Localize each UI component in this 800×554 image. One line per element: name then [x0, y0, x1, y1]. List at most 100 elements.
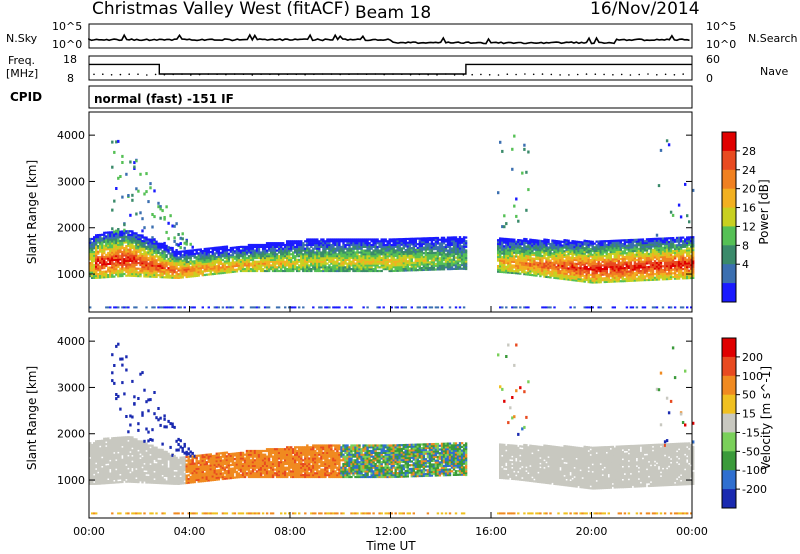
- echo-cell: [519, 254, 522, 257]
- echo-cell: [501, 246, 504, 249]
- echo-cell: [647, 247, 651, 250]
- echo-cell: [400, 249, 403, 252]
- echo-cell: [275, 242, 279, 245]
- echo-cell: [412, 243, 415, 246]
- echo-cell: [376, 251, 379, 254]
- echo-cell: [332, 269, 335, 273]
- echo-cell: [635, 270, 639, 273]
- echo-cell: [569, 278, 572, 281]
- echo-cell: [603, 258, 606, 261]
- echo-cell: [131, 245, 134, 248]
- echo-cell: [267, 245, 271, 248]
- echo-cell: [117, 228, 120, 231]
- echo-cell: [579, 252, 582, 255]
- echo-cell: [129, 245, 132, 248]
- echo-cell: [551, 252, 554, 255]
- echo-cell: [163, 252, 166, 255]
- echo-cell: [115, 232, 118, 235]
- echo-cell: [175, 273, 178, 276]
- echo-cell: [511, 147, 514, 151]
- echo-cell: [183, 255, 186, 258]
- echo-cell: [619, 263, 622, 266]
- echo-cell: [277, 262, 281, 265]
- echo-cell: [595, 240, 598, 243]
- echo-cell: [440, 236, 444, 239]
- echo-cell: [167, 248, 170, 251]
- echo-cell: [368, 249, 371, 252]
- echo-cell: [344, 268, 347, 271]
- echo-cell: [209, 271, 212, 274]
- echo-cell: [93, 247, 96, 250]
- echo-cell: [434, 240, 438, 243]
- echo-cell: [159, 216, 162, 220]
- echo-cell: [565, 269, 568, 272]
- echo-cell: [173, 252, 176, 255]
- echo-cell: [165, 248, 168, 251]
- echo-cell: [593, 273, 596, 277]
- echo-cell: [583, 276, 586, 279]
- echo-cell: [609, 260, 612, 263]
- echo-cell: [609, 258, 612, 261]
- echo-cell: [386, 256, 389, 260]
- echo-cell: [412, 256, 415, 259]
- echo-cell: [105, 261, 108, 264]
- echo-cell: [340, 247, 343, 250]
- echo-cell: [607, 262, 610, 265]
- echo-cell: [382, 255, 385, 258]
- echo-cell: [189, 271, 192, 274]
- echo-cell: [543, 240, 546, 243]
- echo-cell: [191, 264, 194, 267]
- echo-cell: [193, 262, 196, 265]
- echo-cell: [565, 256, 568, 259]
- echo-cell: [617, 278, 620, 281]
- echo-cell: [115, 234, 118, 237]
- echo-cell: [294, 245, 297, 248]
- echo-cell: [167, 272, 170, 275]
- echo-cell: [615, 280, 618, 283]
- echo-cell: [551, 243, 554, 246]
- echo-cell: [277, 306, 281, 309]
- nave-dot: [673, 74, 676, 76]
- echo-cell: [617, 280, 620, 283]
- echo-cell: [422, 255, 426, 258]
- echo-cell: [308, 251, 311, 254]
- echo-cell: [563, 246, 566, 249]
- echo-cell: [129, 213, 132, 217]
- echo-cell: [153, 255, 156, 258]
- echo-cell: [141, 234, 144, 237]
- echo-cell: [422, 306, 426, 309]
- echo-cell: [553, 256, 556, 259]
- echo-cell: [619, 241, 622, 244]
- nave-dot: [128, 73, 130, 75]
- echo-cell: [464, 262, 468, 265]
- echo-cell: [316, 238, 319, 241]
- echo-cell: [603, 240, 606, 243]
- echo-cell: [147, 264, 150, 267]
- echo-cell: [456, 247, 460, 250]
- echo-cell: [241, 264, 245, 267]
- echo-cell: [219, 266, 223, 269]
- echo-cell: [280, 251, 283, 254]
- echo-cell: [253, 256, 257, 260]
- echo-cell: [93, 258, 96, 261]
- echo-cell: [565, 254, 568, 257]
- echo-cell: [231, 246, 235, 249]
- echo-cell: [249, 269, 253, 273]
- echo-cell: [201, 264, 204, 267]
- echo-cell: [121, 237, 124, 241]
- echo-cell: [376, 242, 379, 245]
- echo-cell: [434, 251, 438, 254]
- echo-cell: [424, 244, 428, 247]
- echo-cell: [641, 269, 645, 273]
- echo-cell: [649, 251, 653, 254]
- echo-cell: [549, 254, 552, 257]
- echo-cell: [356, 256, 359, 260]
- echo-cell: [294, 242, 297, 245]
- echo-cell: [605, 271, 608, 274]
- echo-cell: [175, 242, 178, 246]
- echo-cell: [591, 244, 594, 247]
- echo-cell: [589, 306, 592, 309]
- echo-cell: [420, 268, 424, 272]
- echo-cell: [99, 257, 102, 261]
- echo-cell: [583, 274, 586, 278]
